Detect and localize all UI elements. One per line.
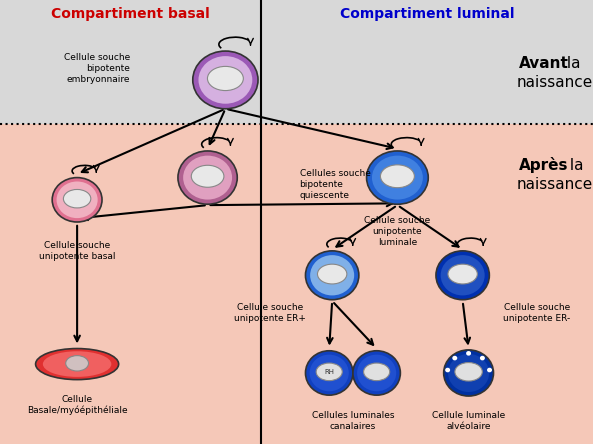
Ellipse shape bbox=[64, 190, 91, 208]
Text: Compartiment basal: Compartiment basal bbox=[51, 7, 210, 21]
Ellipse shape bbox=[191, 165, 224, 187]
Text: Cellule souche
unipotente basal: Cellule souche unipotente basal bbox=[39, 241, 115, 261]
Ellipse shape bbox=[305, 351, 353, 395]
Ellipse shape bbox=[445, 368, 450, 373]
Text: Compartiment luminal: Compartiment luminal bbox=[340, 7, 514, 21]
Ellipse shape bbox=[372, 156, 423, 200]
Ellipse shape bbox=[316, 363, 342, 381]
Ellipse shape bbox=[178, 151, 237, 204]
Ellipse shape bbox=[35, 349, 118, 380]
Text: Avant: Avant bbox=[519, 56, 569, 71]
Ellipse shape bbox=[317, 264, 347, 284]
Ellipse shape bbox=[183, 156, 232, 200]
Bar bbox=[0, 124, 593, 444]
Text: Cellule
Basale/myóépithéliale: Cellule Basale/myóépithéliale bbox=[27, 395, 127, 415]
Ellipse shape bbox=[453, 356, 457, 361]
Text: Cellule luminale
alvéolaire: Cellule luminale alvéolaire bbox=[432, 411, 505, 431]
Ellipse shape bbox=[448, 264, 477, 284]
Text: Cellules souche
bipotente
quiescente: Cellules souche bipotente quiescente bbox=[299, 169, 370, 200]
Ellipse shape bbox=[193, 51, 258, 109]
Text: Cellule souche
unipotente ER-: Cellule souche unipotente ER- bbox=[503, 303, 570, 323]
Text: Cellule souche
bipotente
embryonnaire: Cellule souche bipotente embryonnaire bbox=[64, 53, 130, 84]
Text: Cellules luminales
canalaires: Cellules luminales canalaires bbox=[312, 411, 394, 431]
Ellipse shape bbox=[56, 182, 97, 218]
Text: la: la bbox=[562, 56, 580, 71]
Ellipse shape bbox=[198, 56, 252, 104]
Ellipse shape bbox=[364, 363, 389, 381]
Ellipse shape bbox=[66, 356, 88, 371]
Text: Après: Après bbox=[519, 157, 569, 173]
Ellipse shape bbox=[455, 363, 482, 381]
Ellipse shape bbox=[43, 351, 111, 377]
Ellipse shape bbox=[448, 354, 489, 392]
Ellipse shape bbox=[380, 165, 414, 188]
Ellipse shape bbox=[310, 355, 349, 391]
Ellipse shape bbox=[441, 255, 484, 295]
Ellipse shape bbox=[207, 67, 243, 91]
Bar bbox=[0, 0, 593, 124]
Text: naissance: naissance bbox=[516, 75, 593, 90]
Text: Cellule souche
unipotente ER+: Cellule souche unipotente ER+ bbox=[234, 303, 306, 323]
Text: la: la bbox=[566, 158, 584, 173]
Text: naissance: naissance bbox=[516, 177, 593, 192]
Ellipse shape bbox=[487, 368, 492, 373]
Ellipse shape bbox=[310, 255, 354, 295]
Ellipse shape bbox=[357, 355, 396, 391]
Ellipse shape bbox=[436, 251, 489, 300]
Ellipse shape bbox=[466, 351, 471, 356]
Ellipse shape bbox=[444, 350, 493, 396]
Ellipse shape bbox=[305, 251, 359, 300]
Ellipse shape bbox=[367, 151, 429, 204]
Ellipse shape bbox=[52, 178, 102, 222]
Ellipse shape bbox=[353, 351, 400, 395]
Text: RH: RH bbox=[324, 369, 334, 375]
Ellipse shape bbox=[480, 356, 485, 361]
Text: Cellule souche
unipotente
luminale: Cellule souche unipotente luminale bbox=[364, 216, 430, 247]
